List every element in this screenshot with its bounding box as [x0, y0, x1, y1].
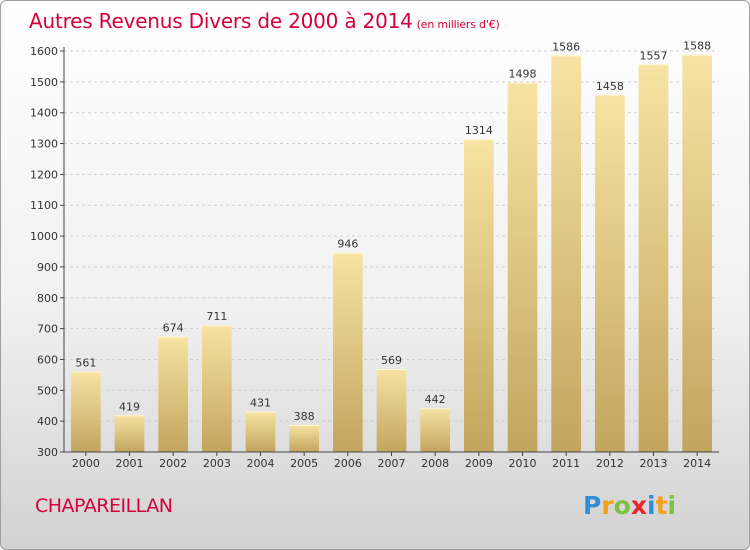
chart-title: Autres Revenus Divers de 2000 à 2014 (en …: [29, 9, 500, 33]
bar-value-label: 561: [75, 356, 96, 369]
bar-value-label: 388: [294, 410, 315, 423]
bar: [245, 411, 276, 452]
logo-letter: x: [630, 491, 647, 520]
bar: [332, 252, 363, 452]
bar-value-label: 419: [119, 400, 140, 413]
logo-letter: o: [613, 491, 631, 520]
bar-value-label: 442: [425, 393, 446, 406]
y-tick-label: 400: [37, 415, 58, 428]
y-tick-label: 800: [37, 292, 58, 305]
commune-name: CHAPAREILLAN: [35, 495, 173, 517]
bar: [70, 371, 101, 452]
y-tick-label: 1000: [30, 230, 58, 243]
bar-value-label: 1557: [640, 49, 668, 62]
bar-value-label: 431: [250, 397, 271, 410]
bar-value-label: 569: [381, 354, 402, 367]
y-tick-label: 600: [37, 353, 58, 366]
bar-value-label: 1586: [552, 40, 580, 53]
bar: [201, 325, 232, 452]
y-tick-label: 1500: [30, 76, 58, 89]
x-tick-label: 2003: [203, 457, 231, 470]
bar-value-label: 711: [206, 310, 227, 323]
logo-letter: t: [655, 491, 668, 520]
y-tick-label: 900: [37, 261, 58, 274]
x-tick-label: 2009: [465, 457, 493, 470]
bar: [463, 139, 494, 452]
bar-value-label: 1588: [683, 40, 711, 53]
y-tick-label: 300: [37, 446, 58, 459]
bar: [551, 55, 582, 453]
x-tick-label: 2008: [421, 457, 449, 470]
logo-letter: r: [601, 491, 614, 520]
logo-letter: i: [667, 491, 677, 520]
y-tick-label: 1300: [30, 138, 58, 151]
bars: [70, 54, 713, 453]
bar: [158, 336, 189, 452]
x-tick-label: 2006: [334, 457, 362, 470]
bar-value-label: 674: [163, 322, 184, 335]
logo-letter: i: [647, 491, 656, 520]
bar: [594, 94, 625, 452]
bar: [507, 82, 538, 452]
bar: [638, 64, 669, 452]
bar: [376, 369, 407, 452]
y-tick-label: 1600: [30, 45, 58, 58]
y-tick-label: 500: [37, 384, 58, 397]
bar-value-label: 1314: [465, 124, 493, 137]
bar: [682, 54, 713, 452]
x-tick-label: 2005: [290, 457, 318, 470]
proxiti-logo[interactable]: Proxiti: [583, 491, 676, 520]
logo-letter: P: [583, 491, 602, 520]
x-tick-label: 2002: [159, 457, 187, 470]
y-tick-label: 1200: [30, 168, 58, 181]
bar: [114, 415, 145, 452]
bar-value-label: 1498: [509, 67, 537, 80]
x-tick-label: 2014: [683, 457, 711, 470]
x-tick-label: 2000: [72, 457, 100, 470]
bar-value-label: 946: [337, 238, 358, 251]
bar: [289, 424, 320, 452]
labels: 561 2000 419 2001 674 2002 711 2003 431 2004 388 20…: [72, 40, 711, 470]
x-tick-label: 2012: [596, 457, 624, 470]
x-tick-label: 2011: [552, 457, 580, 470]
x-tick-label: 2010: [509, 457, 537, 470]
x-tick-label: 2004: [247, 457, 275, 470]
title-text: Autres Revenus Divers de 2000 à 2014: [29, 9, 413, 33]
y-tick-label: 1100: [30, 199, 58, 212]
x-tick-label: 2007: [378, 457, 406, 470]
bar-value-label: 1458: [596, 80, 624, 93]
y-tick-label: 1400: [30, 107, 58, 120]
y-tick-label: 700: [37, 323, 58, 336]
x-tick-label: 2013: [640, 457, 668, 470]
x-tick-label: 2001: [116, 457, 144, 470]
chart-subtitle: (en milliers d'€): [416, 18, 500, 31]
axes: 300 400 500 600 700 800 900 1000 1100 1200 1300 140…: [30, 45, 719, 459]
bar: [420, 408, 451, 452]
